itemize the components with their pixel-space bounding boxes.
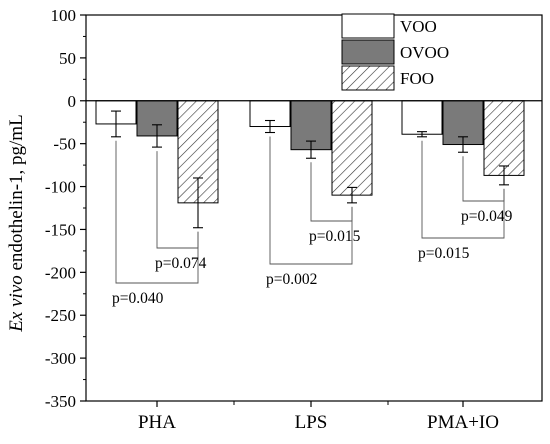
p-value-label: p=0.074 xyxy=(155,255,207,272)
y-axis-label-italic: Ex vivo xyxy=(6,275,27,332)
y-tick-label: -250 xyxy=(45,306,76,325)
y-tick-label: 0 xyxy=(68,92,77,111)
p-value-label: p=0.040 xyxy=(112,290,164,307)
legend: VOO OVOO FOO xyxy=(341,13,449,91)
significance-bracket xyxy=(115,140,199,284)
legend-label-foo: FOO xyxy=(400,69,434,88)
legend-swatch-voo xyxy=(341,13,395,39)
bar-voo-pma-io xyxy=(401,100,443,135)
p-value-label: p=0.015 xyxy=(418,245,470,262)
significance-bracket xyxy=(310,162,353,222)
significance-bracket xyxy=(421,140,505,239)
y-tick-label: 50 xyxy=(59,49,76,68)
bars-layer xyxy=(95,100,525,229)
y-tick-label: -300 xyxy=(45,349,76,368)
significance-bracket xyxy=(269,136,353,265)
p-value-label: p=0.049 xyxy=(461,208,513,225)
legend-label-voo: VOO xyxy=(400,17,437,36)
axes-layer: 100 50 0 -50 -100 -150 -200 -250 -300 -350 PHA LPS P… xyxy=(45,6,543,433)
bar-foo-lps xyxy=(331,100,373,196)
x-tick-label: LPS xyxy=(295,412,328,433)
legend-label-ovoo: OVOO xyxy=(400,43,449,62)
y-axis-label-text: endothelin-1, pg/mL xyxy=(6,114,27,275)
p-value-label: p=0.002 xyxy=(266,271,317,288)
significance-brackets: p=0.040 p=0.074 p=0.002 p=0.015 p=0.015 p=0.0… xyxy=(112,136,513,307)
y-tick-label: -350 xyxy=(45,392,76,411)
y-tick-label: 100 xyxy=(51,6,77,25)
bar-foo-pma-io xyxy=(483,100,525,176)
y-tick-label: -200 xyxy=(45,263,76,282)
y-tick-label: -100 xyxy=(45,178,76,197)
p-value-label: p=0.015 xyxy=(309,228,361,245)
legend-swatch-foo xyxy=(341,65,395,91)
x-tick-label: PHA xyxy=(138,412,176,433)
significance-bracket xyxy=(462,156,505,202)
significance-bracket xyxy=(156,151,199,249)
legend-swatch-ovoo xyxy=(341,39,395,65)
y-tick-label: -150 xyxy=(45,220,76,239)
x-tick-label: PMA+IO xyxy=(427,412,499,433)
y-axis-label: Ex vivo endothelin-1, pg/mL xyxy=(6,114,27,332)
y-tick-label: -50 xyxy=(53,135,76,154)
